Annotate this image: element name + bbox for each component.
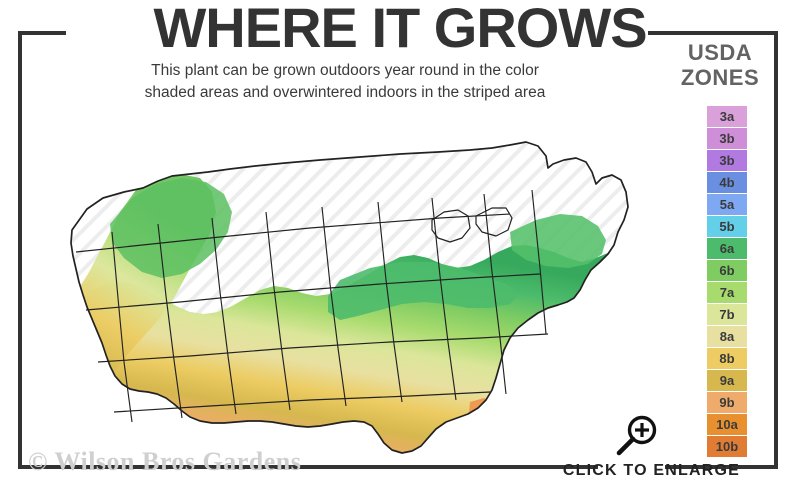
usda-zones-heading: USDA ZONES bbox=[662, 40, 778, 90]
magnifier-svg bbox=[616, 415, 657, 456]
subtitle-line-1: This plant can be grown outdoors year ro… bbox=[151, 62, 539, 79]
legend-zone-label: 5b bbox=[719, 219, 735, 234]
legend-zone-6a-6[interactable]: 6a bbox=[707, 238, 747, 260]
legend-zone-label: 8b bbox=[719, 351, 735, 366]
legend-zone-label: 3b bbox=[719, 131, 735, 146]
frame-right-segment bbox=[774, 31, 778, 469]
map-svg bbox=[70, 141, 629, 454]
legend-zone-6b-7[interactable]: 6b bbox=[707, 260, 747, 282]
legend-zone-5b-5[interactable]: 5b bbox=[707, 216, 747, 238]
frame-top-right-segment bbox=[648, 31, 778, 35]
legend-zone-8b-11[interactable]: 8b bbox=[707, 348, 747, 370]
legend-zone-3b-2[interactable]: 3b bbox=[707, 150, 747, 172]
frame-left-segment bbox=[18, 31, 22, 469]
usda-zone-legend: 3a 3b 3b 4b 5a 5b 6a 6b 7a 7b 8a 8b 9a 9b 10a 10b bbox=[707, 106, 747, 458]
frame-bottom-right-segment bbox=[665, 465, 778, 469]
legend-zone-9b-13[interactable]: 9b bbox=[707, 392, 747, 414]
legend-zone-label: 6a bbox=[719, 241, 735, 256]
watermark: © Wilson Bros Gardens bbox=[28, 447, 302, 476]
magnifier-plus-icon[interactable] bbox=[612, 415, 662, 457]
map-state-borders bbox=[70, 141, 629, 454]
legend-zone-label: 3a bbox=[719, 109, 735, 124]
legend-zone-label: 10b bbox=[715, 439, 739, 454]
legend-zone-label: 9a bbox=[719, 373, 735, 388]
legend-zone-label: 3b bbox=[719, 153, 735, 168]
usda-heading-line-1: USDA bbox=[687, 40, 753, 65]
legend-zone-10b-15[interactable]: 10b bbox=[707, 436, 747, 458]
usda-heading-line-2: ZONES bbox=[680, 65, 760, 90]
legend-zone-3b-1[interactable]: 3b bbox=[707, 128, 747, 150]
legend-zone-3a[interactable]: 3a bbox=[707, 106, 747, 128]
legend-zone-label: 4b bbox=[719, 175, 735, 190]
page-subtitle: This plant can be grown outdoors year ro… bbox=[60, 60, 630, 104]
subtitle-line-2: shaded areas and overwintered indoors in… bbox=[144, 84, 546, 101]
legend-zone-7b-9[interactable]: 7b bbox=[707, 304, 747, 326]
legend-zone-8a-10[interactable]: 8a bbox=[707, 326, 747, 348]
frame-bottom-segment bbox=[18, 465, 598, 469]
usda-hardiness-map[interactable] bbox=[40, 112, 660, 462]
legend-zone-label: 6b bbox=[719, 263, 735, 278]
legend-zone-label: 7b bbox=[719, 307, 735, 322]
legend-zone-4b-3[interactable]: 4b bbox=[707, 172, 747, 194]
legend-zone-label: 10a bbox=[716, 417, 738, 432]
legend-zone-7a-8[interactable]: 7a bbox=[707, 282, 747, 304]
legend-zone-label: 9b bbox=[719, 395, 735, 410]
legend-zone-10a-14[interactable]: 10a bbox=[707, 414, 747, 436]
legend-zone-9a-12[interactable]: 9a bbox=[707, 370, 747, 392]
legend-zone-label: 7a bbox=[719, 285, 735, 300]
legend-zone-label: 5a bbox=[719, 197, 735, 212]
page-title: WHERE IT GROWS bbox=[153, 0, 647, 59]
legend-zone-label: 8a bbox=[719, 329, 735, 344]
click-to-enlarge-label[interactable]: CLICK TO ENLARGE bbox=[562, 462, 740, 479]
legend-zone-5a-4[interactable]: 5a bbox=[707, 194, 747, 216]
frame-top-left-segment bbox=[18, 31, 66, 35]
